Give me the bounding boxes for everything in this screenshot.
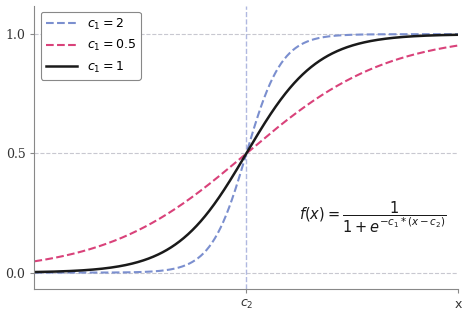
$c_1 = 0.5$ [32, 259, 37, 263]
$c_1 = 0.5$ [351, 75, 356, 79]
$c_1 = 1$ [32, 270, 37, 274]
$c_1 = 1$ [315, 60, 320, 64]
$c_1 = 2$ [223, 213, 229, 217]
Text: $f(x) = \dfrac{1}{1+e^{-c_1*(x-c_2)}}$: $f(x) = \dfrac{1}{1+e^{-c_1*(x-c_2)}}$ [300, 200, 447, 236]
$c_1 = 2$ [315, 36, 320, 40]
$c_1 = 0.5$ [107, 241, 112, 244]
$c_1 = 0.5$ [141, 226, 146, 230]
Legend: $c_1 = 2$, $c_1 = 0.5$, $c_1 = 1$: $c_1 = 2$, $c_1 = 0.5$, $c_1 = 1$ [41, 12, 141, 80]
$c_1 = 0.5$ [456, 43, 461, 47]
Line: $c_1 = 0.5$: $c_1 = 0.5$ [35, 45, 458, 261]
$c_1 = 1$ [351, 43, 356, 47]
$c_1 = 1$ [282, 93, 287, 97]
Line: $c_1 = 1$: $c_1 = 1$ [35, 35, 458, 272]
$c_1 = 1$ [223, 184, 229, 188]
$c_1 = 1$ [456, 33, 461, 37]
$c_1 = 1$ [141, 258, 146, 262]
$c_1 = 2$ [351, 33, 356, 37]
$c_1 = 2$ [141, 270, 146, 274]
$c_1 = 2$ [282, 57, 287, 61]
$c_1 = 0.5$ [282, 120, 287, 124]
$c_1 = 2$ [32, 271, 37, 275]
$c_1 = 0.5$ [223, 168, 229, 172]
Line: $c_1 = 2$: $c_1 = 2$ [35, 34, 458, 273]
$c_1 = 1$ [107, 266, 112, 270]
$c_1 = 2$ [456, 32, 461, 36]
$c_1 = 0.5$ [315, 96, 320, 100]
$c_1 = 2$ [107, 271, 112, 275]
